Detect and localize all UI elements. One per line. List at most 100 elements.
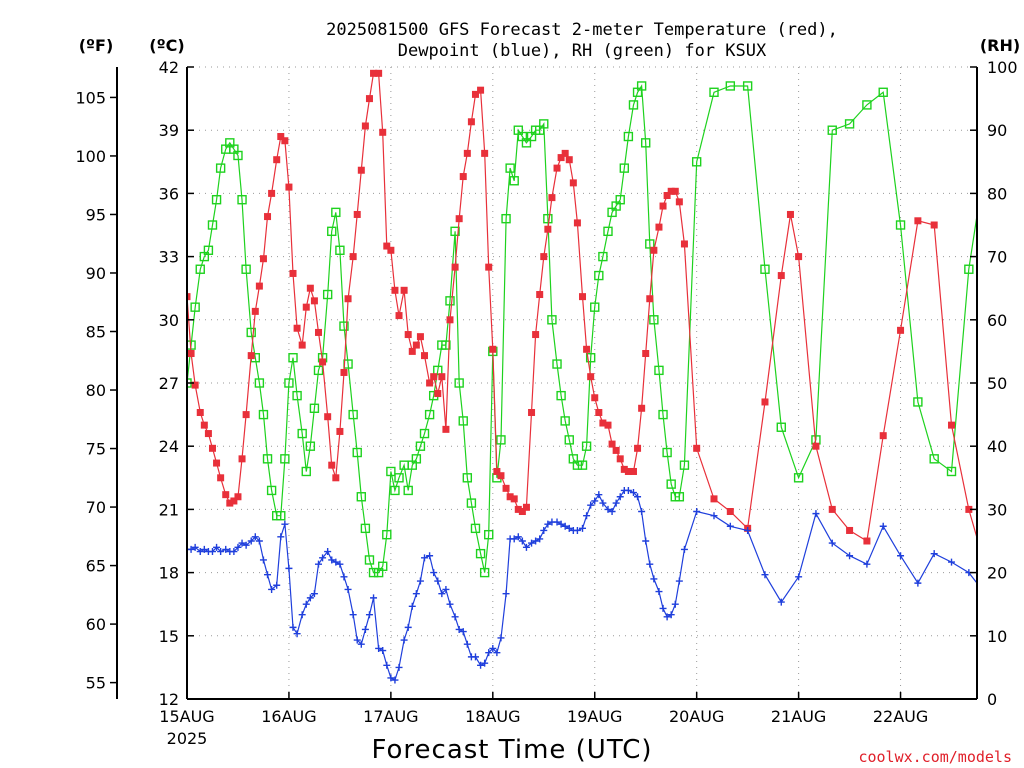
- rh-point: [674, 492, 685, 502]
- temperature-point: [948, 421, 956, 429]
- temperature-point: [587, 373, 595, 381]
- temperature-point: [324, 413, 332, 421]
- rh-point: [666, 479, 676, 489]
- temperature-point: [477, 86, 485, 94]
- dewpoint-point: [451, 613, 459, 621]
- dewpoint-point: [629, 489, 637, 497]
- temperature-point: [485, 263, 493, 271]
- temperature-point: [285, 183, 293, 191]
- temperature-point: [620, 465, 628, 473]
- dewpoint-point: [273, 581, 281, 589]
- temperature-point: [634, 444, 642, 452]
- rh-point: [742, 81, 753, 91]
- dewpoint-point: [777, 598, 785, 606]
- dewpoint-point: [434, 577, 442, 585]
- temperature-point: [361, 122, 369, 130]
- temperature-point: [310, 297, 318, 305]
- dewpoint-point: [795, 573, 803, 581]
- dewpoint-point: [242, 541, 250, 549]
- rh-point: [539, 119, 549, 129]
- temperature-point: [655, 223, 663, 231]
- dewpoint-point: [289, 623, 297, 631]
- temperature-point: [502, 484, 510, 492]
- dewpoint-point: [298, 611, 306, 619]
- temperature-point: [446, 316, 454, 324]
- rh-point: [352, 447, 362, 458]
- dewpoint-point: [426, 552, 434, 560]
- dewpoint-point: [914, 579, 922, 587]
- rh-line: [187, 84, 977, 574]
- rh-point: [335, 245, 345, 255]
- rh-point: [556, 390, 566, 401]
- temperature-point: [328, 461, 336, 469]
- rh-point: [368, 567, 379, 578]
- celsius-unit-label: (ºC): [149, 36, 184, 55]
- dewpoint-point: [328, 556, 336, 564]
- temperature-point: [930, 221, 938, 229]
- rh-tick-label: 10: [987, 627, 1007, 646]
- temperature-point: [319, 358, 327, 366]
- dewpoint-point: [579, 524, 587, 532]
- dewpoint-point: [324, 548, 332, 556]
- temperature-point: [591, 394, 599, 402]
- dewpoint-point: [365, 611, 373, 619]
- dewpoint-point: [646, 560, 654, 568]
- dewpoint-point: [370, 594, 378, 602]
- temperature-point: [332, 474, 340, 482]
- rh-tick-label: 100: [987, 58, 1018, 77]
- rh-point: [454, 378, 464, 388]
- fahrenheit-tick-label: 85: [86, 323, 106, 342]
- dewpoint-point: [540, 526, 548, 534]
- dewpoint-point: [383, 661, 391, 669]
- temperature-point: [604, 421, 612, 429]
- temperature-point: [786, 210, 794, 218]
- rh-tick-label: 0: [987, 690, 997, 709]
- rh-point: [203, 245, 214, 255]
- temperature-point: [642, 350, 650, 358]
- rh-point: [433, 365, 443, 376]
- temperature-point: [200, 421, 208, 429]
- dewpoint-point: [208, 548, 216, 556]
- rh-point: [793, 473, 804, 483]
- rh-point: [946, 466, 957, 477]
- temperature-point: [510, 495, 518, 503]
- temperature-point: [583, 345, 591, 353]
- rh-tick-label: 30: [987, 500, 1007, 519]
- rh-unit-label: (RH): [980, 36, 1020, 55]
- dewpoint-point: [812, 510, 820, 518]
- x-tick-label: 21AUG: [771, 707, 826, 726]
- dewpoint-point: [532, 537, 540, 545]
- dewpoint-point: [518, 537, 526, 545]
- rh-point: [419, 428, 430, 439]
- series-layer: [187, 69, 977, 684]
- temperature-point: [467, 118, 475, 126]
- dewpoint-point: [604, 505, 612, 513]
- temperature-point: [828, 505, 836, 513]
- rh-point: [691, 157, 702, 167]
- rh-point: [246, 327, 256, 338]
- temperature-point: [514, 505, 522, 513]
- temperature-point: [680, 240, 688, 248]
- rh-point: [390, 485, 400, 496]
- rh-point: [615, 195, 625, 205]
- rh-point: [313, 365, 324, 376]
- temperature-point: [226, 499, 234, 507]
- dewpoint-point: [726, 522, 734, 530]
- rh-point: [233, 150, 243, 161]
- rh-point: [288, 353, 298, 363]
- temperature-point: [846, 526, 854, 534]
- rh-point: [594, 270, 604, 281]
- temperature-point: [395, 312, 403, 320]
- dewpoint-point: [438, 590, 446, 598]
- rh-point: [322, 289, 333, 300]
- dewpoint-point: [710, 512, 718, 520]
- rh-point: [276, 511, 286, 521]
- temperature-point: [663, 192, 671, 200]
- rh-point: [709, 87, 719, 97]
- temperature-point: [268, 189, 276, 197]
- x-tick-label: 18AUG: [465, 707, 520, 726]
- rh-point: [479, 567, 490, 578]
- temperature-point: [387, 246, 395, 254]
- temperature-point: [897, 326, 905, 334]
- rh-point: [505, 163, 515, 173]
